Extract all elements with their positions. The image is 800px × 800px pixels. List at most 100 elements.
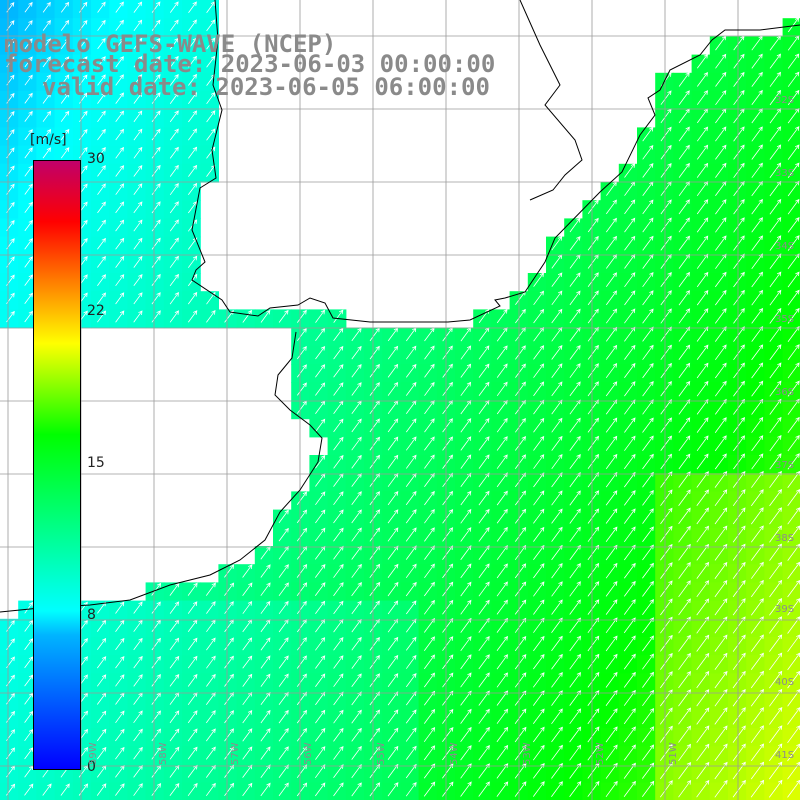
wind-arrow xyxy=(442,490,453,506)
speed-cell xyxy=(691,527,711,547)
lat-label: 34S xyxy=(775,241,795,252)
wind-arrow xyxy=(151,655,161,669)
speed-cell xyxy=(746,546,765,565)
wind-arrow xyxy=(714,743,728,762)
speed-cell xyxy=(309,709,329,729)
wind-arrow xyxy=(296,782,308,797)
wind-arrow xyxy=(424,472,435,487)
wind-arrow xyxy=(333,782,344,797)
speed-cell xyxy=(0,18,19,37)
wind-arrow xyxy=(533,635,545,652)
wind-arrow xyxy=(714,725,728,743)
wind-arrow xyxy=(224,637,234,651)
wind-arrow xyxy=(624,308,636,324)
speed-cell xyxy=(36,0,56,19)
wind-arrow xyxy=(496,635,509,652)
wind-arrow xyxy=(423,763,436,779)
speed-cell xyxy=(600,582,620,602)
speed-cell xyxy=(400,564,420,583)
wind-arrow xyxy=(587,417,600,433)
speed-cell xyxy=(618,345,638,365)
wind-arrow xyxy=(423,581,435,597)
wind-arrow xyxy=(133,255,143,268)
speed-cell xyxy=(600,236,620,256)
speed-cell xyxy=(145,309,165,329)
speed-cell xyxy=(709,127,729,147)
wind-arrow xyxy=(260,691,271,706)
speed-cell xyxy=(691,364,711,383)
wind-arrow xyxy=(533,454,545,469)
wind-arrow xyxy=(369,655,380,669)
wind-arrow xyxy=(696,761,710,780)
wind-arrow xyxy=(750,652,764,671)
wind-arrow xyxy=(642,308,654,324)
wind-arrow xyxy=(133,56,143,68)
speed-cell xyxy=(291,746,310,765)
wind-arrow xyxy=(405,782,417,797)
speed-cell xyxy=(0,127,19,147)
speed-cell xyxy=(236,691,256,711)
speed-cell xyxy=(746,564,765,583)
speed-cell xyxy=(728,236,747,256)
speed-cell xyxy=(618,637,638,656)
wind-arrow xyxy=(787,344,800,361)
wind-arrow xyxy=(169,110,179,123)
wind-arrow xyxy=(96,656,107,669)
wind-arrow xyxy=(750,634,764,652)
wind-arrow xyxy=(224,673,234,687)
wind-arrow xyxy=(242,601,253,614)
wind-arrow xyxy=(642,490,654,506)
speed-cell xyxy=(709,382,729,401)
wind-arrow xyxy=(587,508,600,524)
wind-arrow xyxy=(514,635,527,652)
wind-arrow xyxy=(732,561,746,579)
wind-arrow xyxy=(115,656,125,669)
wind-arrow xyxy=(496,508,508,524)
wind-arrow xyxy=(605,508,618,524)
speed-cell xyxy=(182,600,201,620)
speed-cell xyxy=(473,637,492,656)
speed-cell xyxy=(709,273,729,292)
wind-arrow xyxy=(660,507,673,525)
wind-arrow xyxy=(750,507,764,525)
speed-cell xyxy=(728,546,747,565)
wind-arrow xyxy=(696,561,710,579)
wind-arrow xyxy=(115,255,125,268)
colorbar-unit: [m/s] xyxy=(30,132,67,148)
speed-cell xyxy=(600,564,620,583)
wind-arrow xyxy=(696,53,709,69)
wind-arrow xyxy=(605,708,618,725)
wind-arrow xyxy=(115,601,125,614)
speed-cell xyxy=(382,327,401,347)
wind-arrow xyxy=(733,289,745,306)
wind-arrow xyxy=(750,525,764,543)
wind-arrow xyxy=(533,526,545,542)
speed-cell xyxy=(673,91,693,110)
wind-arrow xyxy=(642,435,654,451)
wind-arrow xyxy=(660,634,673,652)
speed-cell xyxy=(418,345,438,365)
speed-cell xyxy=(455,509,474,529)
wind-arrow xyxy=(696,689,710,707)
wind-arrow xyxy=(714,362,727,379)
wind-arrow xyxy=(787,126,800,142)
wind-arrow xyxy=(460,454,472,469)
lat-label: 39S xyxy=(775,604,795,615)
wind-arrow xyxy=(659,743,673,761)
wind-arrow xyxy=(696,380,709,397)
speed-cell xyxy=(163,163,183,183)
wind-arrow xyxy=(787,289,800,306)
wind-arrow xyxy=(442,581,454,597)
wind-arrow xyxy=(442,381,453,396)
wind-arrow xyxy=(314,582,326,597)
wind-arrow xyxy=(587,562,600,579)
wind-arrow xyxy=(532,781,545,797)
speed-cell xyxy=(254,546,274,565)
wind-arrow xyxy=(206,55,216,68)
wind-arrow xyxy=(714,580,728,598)
wind-arrow xyxy=(605,381,618,397)
wind-arrow xyxy=(333,454,344,469)
speed-cell xyxy=(764,746,784,765)
wind-arrow xyxy=(605,308,618,324)
wind-arrow xyxy=(351,364,362,378)
